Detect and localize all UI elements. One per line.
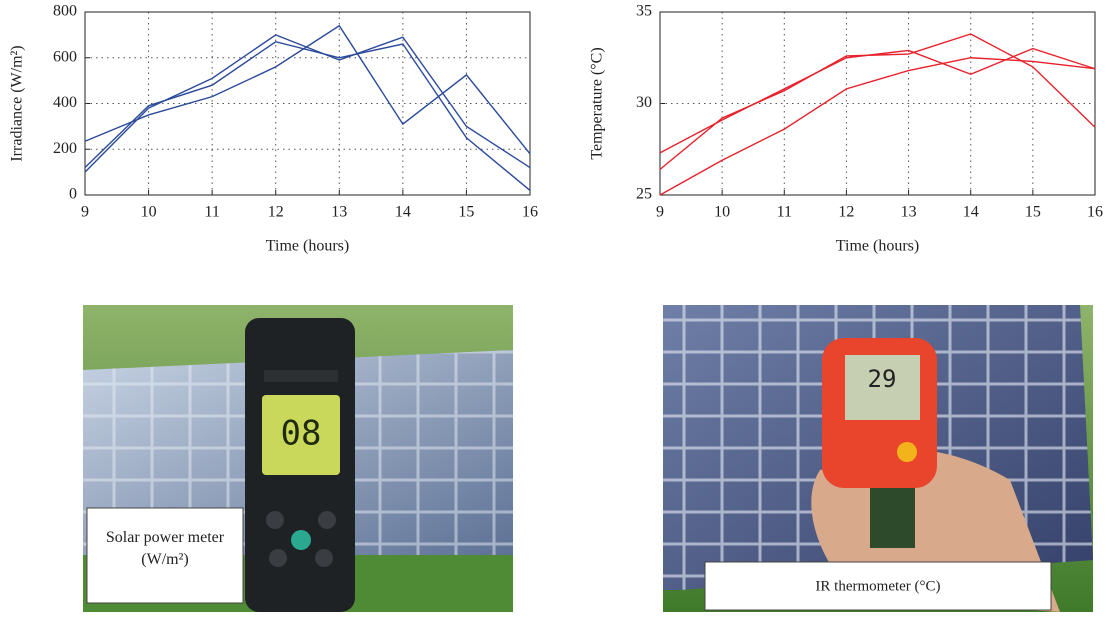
y-tick-label: 600 bbox=[53, 48, 77, 65]
series-line bbox=[85, 42, 530, 191]
x-tick-label: 12 bbox=[838, 204, 854, 221]
x-tick-label: 11 bbox=[204, 204, 219, 221]
y-tick-label: 35 bbox=[636, 3, 652, 20]
y-tick-label: 200 bbox=[53, 140, 77, 157]
photo-caption: IR thermometer (°C) bbox=[815, 578, 940, 594]
photo-ir-thermometer: 29 IR thermometer (°C) bbox=[663, 305, 1093, 612]
svg-text:08: 08 bbox=[281, 414, 322, 454]
x-tick-label: 15 bbox=[1025, 204, 1041, 221]
x-tick-label: 15 bbox=[458, 204, 474, 221]
x-tick-label: 16 bbox=[522, 204, 538, 221]
series-line bbox=[660, 49, 1095, 153]
x-tick-label: 14 bbox=[395, 204, 411, 221]
x-tick-label: 11 bbox=[777, 204, 792, 221]
chart: 0 200 400 600 800 9 10 11 12 13 14 15 16 Time (hours)… bbox=[9, 3, 538, 255]
chart: 25 30 35 9 10 11 12 13 14 15 16 Time (hours) Tempera… bbox=[589, 3, 1103, 255]
y-tick-label: 800 bbox=[53, 3, 77, 20]
photo-caption-box: Solar power meter (W/m²) bbox=[90, 515, 240, 595]
series-line bbox=[660, 58, 1095, 195]
x-tick-label: 10 bbox=[714, 204, 730, 221]
y-tick-label: 400 bbox=[53, 94, 77, 111]
x-tick-label: 14 bbox=[963, 204, 979, 221]
y-tick-label: 25 bbox=[636, 186, 652, 203]
x-tick-label: 13 bbox=[331, 204, 347, 221]
y-axis-label: Irradiance (W/m²) bbox=[9, 45, 26, 161]
figure: 08 Solar power meter (W/m²) 29 IR thermo… bbox=[0, 0, 1107, 616]
x-tick-label: 16 bbox=[1087, 204, 1103, 221]
x-tick-label: 13 bbox=[901, 204, 917, 221]
x-tick-label: 9 bbox=[656, 204, 664, 221]
series-line bbox=[85, 26, 530, 154]
x-axis-label: Time (hours) bbox=[266, 238, 349, 255]
photo-caption: Solar power meter (W/m²) bbox=[90, 515, 240, 571]
x-tick-label: 9 bbox=[81, 204, 89, 221]
y-tick-label: 30 bbox=[636, 94, 652, 111]
x-axis-label: Time (hours) bbox=[836, 238, 919, 255]
photo-solar-meter: 08 Solar power meter (W/m²) bbox=[83, 305, 513, 612]
x-tick-label: 12 bbox=[268, 204, 284, 221]
y-axis-label: Temperature (°C) bbox=[589, 47, 606, 159]
x-tick-label: 10 bbox=[141, 204, 157, 221]
y-tick-label: 0 bbox=[69, 186, 77, 203]
svg-text:29: 29 bbox=[868, 365, 897, 393]
